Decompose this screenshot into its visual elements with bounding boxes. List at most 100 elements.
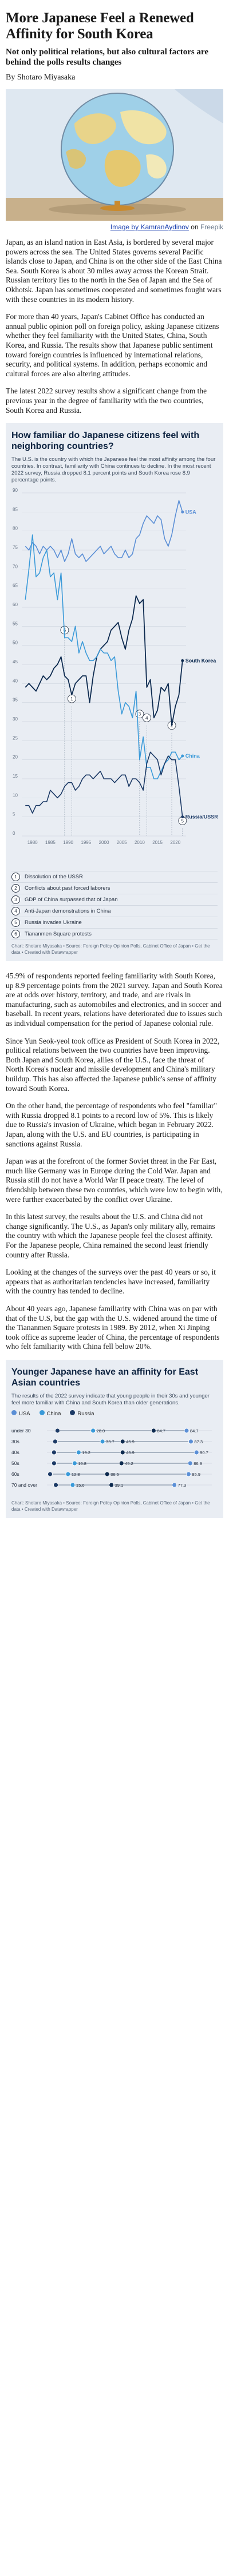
image-caption-on: on <box>191 223 199 231</box>
x-tick-label: 2020 <box>170 840 180 845</box>
paragraph-6: On the other hand, the percentage of res… <box>6 1101 217 1148</box>
chart2-source: Chart: Shotaro Miyasaka • Source: Foreig… <box>11 1500 210 1512</box>
dot-value-label: 36.5 <box>110 1472 119 1477</box>
dot-value-label: 45.2 <box>125 1461 133 1466</box>
dot-usa <box>184 1428 189 1434</box>
hero-image-globe <box>6 89 223 221</box>
dot-value-label: 28.0 <box>97 1428 105 1434</box>
event-number-badge: 6 <box>11 929 20 938</box>
familiarity-line-chart: 0510152025303540455055606570758085901980… <box>13 488 218 845</box>
age-group-label: 40s <box>11 1450 19 1455</box>
chart1-description: The U.S. is the country with which the J… <box>11 456 216 484</box>
dot-china <box>65 1471 71 1477</box>
dot-south-korea <box>151 1428 156 1434</box>
x-tick-label: 1985 <box>45 840 56 845</box>
x-tick-label: 1990 <box>63 840 73 845</box>
y-tick-label: 85 <box>13 507 18 512</box>
dot-china <box>100 1439 105 1444</box>
series-line-russia-ussr <box>25 751 183 817</box>
y-tick-label: 90 <box>13 488 18 493</box>
legend-label: Russia <box>77 1410 94 1417</box>
legend-swatch <box>70 1410 76 1415</box>
age-group-label: under 30 <box>11 1428 31 1434</box>
dot-south-korea <box>120 1450 125 1455</box>
dot-russia <box>55 1428 60 1434</box>
event-marker-number: 4 <box>145 715 148 720</box>
dot-usa <box>185 1471 191 1477</box>
age-group-label: 70 and over <box>11 1482 37 1488</box>
x-tick-label: 2005 <box>117 840 127 845</box>
event-legend-item: 6 Tiananmen Square protests <box>11 928 218 940</box>
dot-value-label: 19.2 <box>82 1450 90 1455</box>
image-credit-link[interactable]: Image by KamranAydinov <box>110 223 189 231</box>
y-tick-label: 45 <box>13 659 18 664</box>
dot-usa <box>187 1460 193 1466</box>
series-label: South Korea <box>185 658 216 663</box>
y-tick-label: 15 <box>13 774 18 779</box>
y-tick-label: 0 <box>13 831 15 836</box>
paragraph-3: The latest 2022 survey results show a si… <box>6 387 207 415</box>
dot-value-label: 64.7 <box>157 1428 165 1434</box>
x-tick-label: 2010 <box>135 840 145 845</box>
dot-value-label: 45.9 <box>126 1450 135 1455</box>
familiarity-line-chart-card: How familiar do Japanese citizens feel w… <box>6 423 223 962</box>
event-label: Russia invades Ukraine <box>25 919 82 926</box>
series-label: Russia/USSR <box>185 814 218 820</box>
image-source-link[interactable]: Freepik <box>200 223 223 231</box>
x-tick-label: 2000 <box>99 840 109 845</box>
event-label: GDP of China surpassed that of Japan <box>25 897 118 903</box>
dot-value-label: 87.3 <box>194 1439 203 1444</box>
event-label: Anti-Japan demonstrations in China <box>25 908 111 915</box>
event-legend-item: 2 Conflicts about past forced laborers <box>11 882 218 894</box>
dot-usa <box>188 1439 194 1444</box>
dot-south-korea <box>109 1482 114 1488</box>
dot-value-label: 16.8 <box>78 1461 86 1466</box>
dot-value-label: 39.1 <box>115 1483 124 1488</box>
dot-south-korea <box>119 1460 124 1466</box>
age-group-chart-card: Younger Japanese have an affinity for Ea… <box>6 1359 223 1518</box>
y-tick-label: 75 <box>13 545 18 550</box>
y-tick-label: 80 <box>13 526 18 531</box>
dot-value-label: 90.7 <box>200 1450 208 1455</box>
article: More Japanese Feel a Renewed Affinity fo… <box>0 10 229 1518</box>
image-caption: Image by KamranAydinov on Freepik <box>6 223 223 231</box>
age-group-dot-chart: under 30 28.0 64.7 84.7 30s 33.7 45.9 87.3 40s 19… <box>11 1428 212 1488</box>
dot-russia <box>51 1450 57 1455</box>
dot-south-korea <box>104 1471 110 1477</box>
series-label: China <box>185 753 200 759</box>
chart2-description: The results of the 2022 survey indicate … <box>11 1392 210 1406</box>
event-legend-item: 1 Dissolution of the USSR <box>11 871 218 882</box>
paragraph-7: Japan was at the forefront of the former… <box>6 1157 223 1204</box>
y-tick-label: 10 <box>13 793 18 798</box>
dot-value-label: 45.9 <box>126 1439 135 1444</box>
dot-russia <box>53 1439 58 1444</box>
series-line-south-korea <box>25 595 183 726</box>
dot-russia <box>51 1460 57 1466</box>
dot-china <box>90 1428 96 1434</box>
dot-value-label: 85.9 <box>192 1472 200 1477</box>
dot-value-label: 15.6 <box>76 1483 85 1488</box>
dot-value-label: 33.7 <box>106 1439 114 1444</box>
paragraph-8: In this latest survey, the results about… <box>6 1212 215 1259</box>
event-marker-number: 3 <box>139 712 141 717</box>
chart2-title: Younger Japanese have an affinity for Ea… <box>11 1367 199 1388</box>
event-marker-number: 6 <box>64 628 66 633</box>
y-tick-label: 40 <box>13 678 18 683</box>
dot-usa <box>194 1450 199 1455</box>
dot-south-korea <box>120 1439 125 1444</box>
series-end-point <box>181 754 184 758</box>
event-legend-item: 3 GDP of China surpassed that of Japan <box>11 894 218 905</box>
y-tick-label: 60 <box>13 602 18 607</box>
dot-value-label: 77.3 <box>178 1483 187 1488</box>
event-marker-circle <box>142 714 151 722</box>
paragraph-2: For more than 40 years, Japan's Cabinet … <box>6 312 219 378</box>
event-number-badge: 1 <box>11 873 20 882</box>
event-number-badge: 4 <box>11 907 20 916</box>
events-legend: 1 Dissolution of the USSR 2 Conflicts about… <box>11 871 218 940</box>
event-number-badge: 5 <box>11 918 20 927</box>
dot-china <box>72 1460 77 1466</box>
dot-russia <box>53 1482 58 1488</box>
y-tick-label: 20 <box>13 755 18 760</box>
article-title: More Japanese Feel a Renewed Affinity fo… <box>6 10 194 42</box>
y-tick-label: 5 <box>13 812 15 817</box>
